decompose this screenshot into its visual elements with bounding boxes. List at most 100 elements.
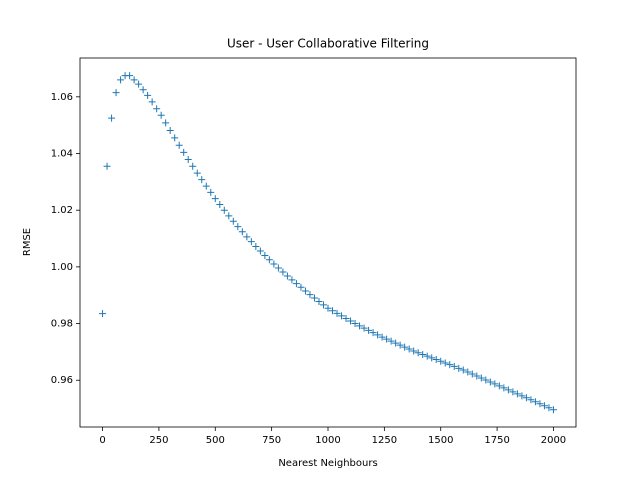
marker — [410, 347, 418, 355]
marker — [486, 378, 494, 386]
x-tick-label: 500 — [206, 435, 225, 446]
marker — [112, 89, 120, 97]
marker — [292, 280, 300, 288]
marker — [301, 287, 309, 295]
marker — [536, 400, 544, 408]
marker — [504, 386, 512, 394]
marker — [387, 337, 395, 345]
marker — [261, 252, 269, 260]
marker — [189, 162, 197, 170]
marker — [103, 162, 111, 170]
marker — [495, 382, 503, 390]
marker — [202, 182, 210, 190]
marker — [531, 398, 539, 406]
x-tick-label: 1500 — [428, 435, 453, 446]
marker — [329, 307, 337, 315]
marker — [243, 233, 251, 241]
marker — [324, 304, 332, 312]
marker — [356, 322, 364, 330]
marker — [99, 310, 107, 318]
marker — [342, 314, 350, 322]
marker — [482, 376, 490, 384]
marker — [401, 343, 409, 351]
marker — [441, 359, 449, 367]
marker — [270, 260, 278, 268]
marker — [549, 406, 557, 414]
x-tick-label: 1750 — [484, 435, 509, 446]
marker — [333, 309, 341, 317]
marker — [139, 86, 147, 94]
y-axis-label: RMSE — [22, 228, 33, 256]
marker — [256, 247, 264, 255]
marker — [310, 294, 318, 302]
marker — [279, 268, 287, 276]
marker — [117, 76, 125, 84]
marker — [527, 396, 535, 404]
marker — [437, 357, 445, 365]
marker — [459, 366, 467, 374]
marker — [473, 372, 481, 380]
marker — [234, 223, 242, 231]
y-tick-label: 1.04 — [51, 149, 73, 160]
y-tick-label: 0.98 — [51, 319, 73, 330]
marker — [175, 141, 183, 149]
marker — [513, 390, 521, 398]
marker — [432, 356, 440, 364]
marker — [360, 324, 368, 332]
y-tick-label: 0.96 — [51, 375, 73, 386]
marker — [207, 188, 215, 196]
marker — [405, 345, 413, 353]
chart-title: User - User Collaborative Filtering — [227, 37, 429, 51]
marker — [220, 206, 228, 214]
marker — [166, 127, 174, 135]
marker — [198, 176, 206, 184]
marker — [315, 297, 323, 305]
marker — [306, 291, 314, 299]
marker — [500, 384, 508, 392]
marker — [108, 114, 116, 122]
marker — [238, 228, 246, 236]
plot-frame — [79, 57, 577, 428]
marker — [135, 80, 143, 88]
marker — [477, 374, 485, 382]
marker — [274, 264, 282, 272]
marker — [126, 72, 134, 80]
marker — [229, 217, 237, 225]
marker — [338, 312, 346, 320]
marker — [374, 331, 382, 339]
marker — [180, 148, 188, 156]
marker — [518, 392, 526, 400]
marker — [157, 111, 165, 119]
marker — [365, 326, 373, 334]
x-tick-label: 1250 — [372, 435, 397, 446]
marker — [184, 155, 192, 163]
marker — [225, 212, 233, 220]
x-tick-label: 2000 — [541, 435, 566, 446]
x-tick-label: 0 — [99, 435, 105, 446]
marker — [509, 388, 517, 396]
marker — [414, 349, 422, 357]
marker — [297, 283, 305, 291]
marker — [247, 238, 255, 246]
marker — [369, 329, 377, 337]
marker — [265, 256, 273, 264]
marker — [450, 362, 458, 370]
marker — [423, 352, 431, 360]
marker — [347, 317, 355, 325]
marker — [455, 364, 463, 372]
x-tick-label: 750 — [262, 435, 281, 446]
marker — [428, 354, 436, 362]
marker — [378, 333, 386, 341]
marker — [396, 341, 404, 349]
marker — [211, 195, 219, 203]
x-tick-label: 1000 — [315, 435, 340, 446]
marker — [130, 76, 138, 84]
marker — [540, 402, 548, 410]
marker — [446, 361, 454, 369]
y-tick-label: 1.00 — [51, 262, 73, 273]
marker — [193, 169, 201, 177]
marker — [419, 350, 427, 358]
marker — [288, 276, 296, 284]
x-tick-label: 250 — [149, 435, 168, 446]
